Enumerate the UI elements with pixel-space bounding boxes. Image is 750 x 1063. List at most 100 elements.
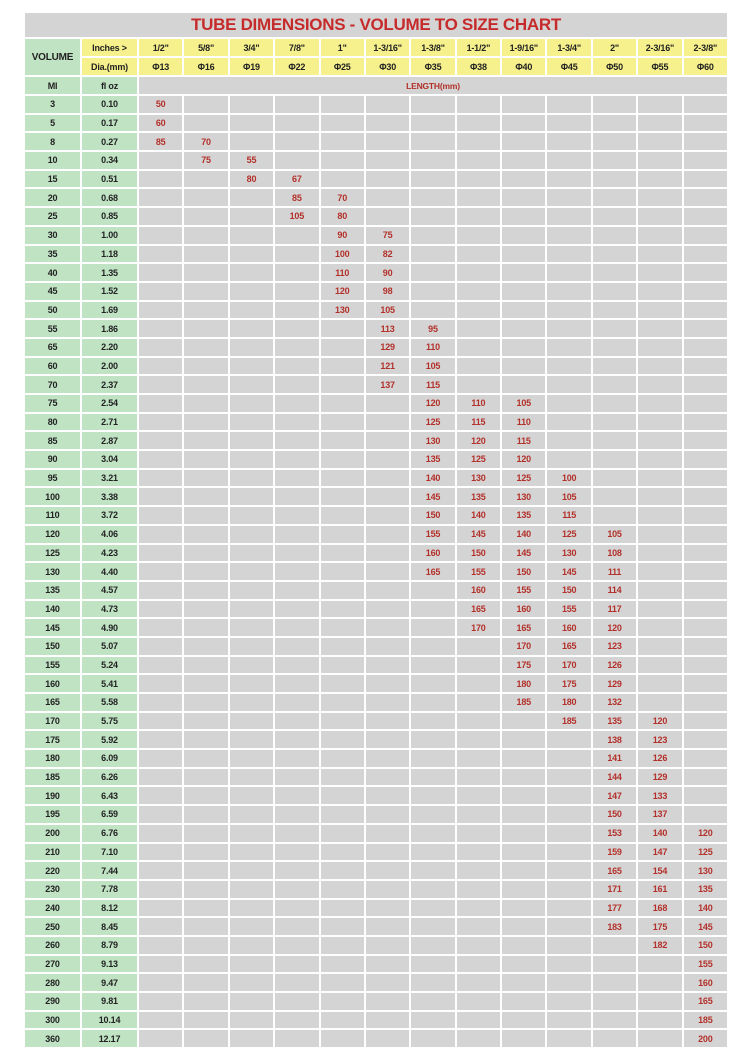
length-cell xyxy=(320,469,364,487)
length-cell xyxy=(456,675,501,692)
length-cell xyxy=(502,824,546,842)
length-cell xyxy=(502,189,546,207)
length-cell xyxy=(502,208,546,225)
length-cell xyxy=(229,226,274,244)
length-cell xyxy=(456,843,501,861)
length-cell xyxy=(411,880,455,898)
length-cell xyxy=(139,563,183,580)
length-cell xyxy=(456,133,501,151)
length-cell xyxy=(456,376,501,393)
length-cell xyxy=(411,96,455,113)
length-cell xyxy=(275,152,319,169)
length-cell xyxy=(229,488,274,506)
length-cell xyxy=(547,918,591,935)
length-cell xyxy=(229,824,274,842)
length-cell: 154 xyxy=(638,862,682,879)
length-cell: 135 xyxy=(411,451,455,468)
length-cell xyxy=(139,993,183,1010)
length-cell xyxy=(456,301,501,319)
length-cell xyxy=(683,619,727,636)
length-cell xyxy=(411,133,455,151)
ml-cell: 65 xyxy=(25,338,80,356)
length-cell xyxy=(683,245,727,263)
length-cell xyxy=(229,395,274,412)
length-cell xyxy=(139,806,183,823)
length-cell xyxy=(275,787,319,805)
length-cell xyxy=(275,451,319,468)
length-cell: 100 xyxy=(320,245,364,263)
length-cell xyxy=(683,96,727,113)
length-cell xyxy=(184,1011,228,1029)
length-cell xyxy=(638,694,682,711)
floz-cell: 0.17 xyxy=(82,114,137,132)
length-cell xyxy=(411,600,455,618)
length-cell: 182 xyxy=(638,936,682,954)
length-cell xyxy=(184,843,228,861)
length-cell xyxy=(638,469,682,487)
length-cell xyxy=(365,675,410,692)
length-cell xyxy=(229,712,274,730)
floz-cell: 7.44 xyxy=(82,862,137,879)
length-cell: 140 xyxy=(456,507,501,524)
length-cell xyxy=(229,525,274,543)
length-cell xyxy=(456,226,501,244)
length-cell xyxy=(683,731,727,749)
ml-cell: 130 xyxy=(25,563,80,580)
length-cell xyxy=(502,768,546,786)
length-cell xyxy=(184,357,228,375)
length-cell: 125 xyxy=(502,469,546,487)
floz-cell: 0.34 xyxy=(82,152,137,169)
length-cell xyxy=(592,114,637,132)
length-cell xyxy=(365,189,410,207)
length-cell xyxy=(683,413,727,431)
length-cell: 120 xyxy=(638,712,682,730)
length-cell xyxy=(184,376,228,393)
length-cell xyxy=(365,993,410,1010)
length-cell xyxy=(275,899,319,917)
length-cell xyxy=(592,245,637,263)
floz-cell: 2.00 xyxy=(82,357,137,375)
length-cell xyxy=(502,955,546,973)
length-cell xyxy=(683,189,727,207)
length-cell xyxy=(683,768,727,786)
length-cell xyxy=(411,731,455,749)
length-cell xyxy=(184,750,228,767)
length-cell: 200 xyxy=(683,1030,727,1048)
length-cell xyxy=(456,114,501,132)
length-cell: 141 xyxy=(592,750,637,767)
length-cell xyxy=(184,899,228,917)
length-cell xyxy=(683,488,727,506)
length-cell xyxy=(184,208,228,225)
length-cell xyxy=(365,936,410,954)
length-cell xyxy=(502,152,546,169)
length-cell xyxy=(365,768,410,786)
length-cell xyxy=(638,525,682,543)
ml-cell: 300 xyxy=(25,1011,80,1029)
length-cell xyxy=(184,637,228,655)
length-cell xyxy=(456,96,501,113)
length-cell xyxy=(229,955,274,973)
length-cell xyxy=(365,488,410,506)
length-cell xyxy=(683,525,727,543)
length-cell: 155 xyxy=(456,563,501,580)
length-cell xyxy=(184,619,228,636)
chart-title: TUBE DIMENSIONS - VOLUME TO SIZE CHART xyxy=(25,13,727,37)
length-cell xyxy=(502,226,546,244)
length-cell xyxy=(139,918,183,935)
length-cell: 126 xyxy=(592,656,637,674)
length-cell xyxy=(547,993,591,1010)
length-cell xyxy=(411,619,455,636)
length-cell xyxy=(139,451,183,468)
length-cell: 160 xyxy=(502,600,546,618)
length-cell xyxy=(229,694,274,711)
length-cell xyxy=(502,338,546,356)
floz-cell: 6.76 xyxy=(82,824,137,842)
length-cell: 175 xyxy=(547,675,591,692)
ml-cell: 280 xyxy=(25,974,80,991)
diameter-header: Φ40 xyxy=(502,58,546,75)
length-cell xyxy=(592,955,637,973)
diameter-header: Φ60 xyxy=(683,58,727,75)
length-cell xyxy=(456,189,501,207)
length-cell xyxy=(547,750,591,767)
ml-cell: 70 xyxy=(25,376,80,393)
